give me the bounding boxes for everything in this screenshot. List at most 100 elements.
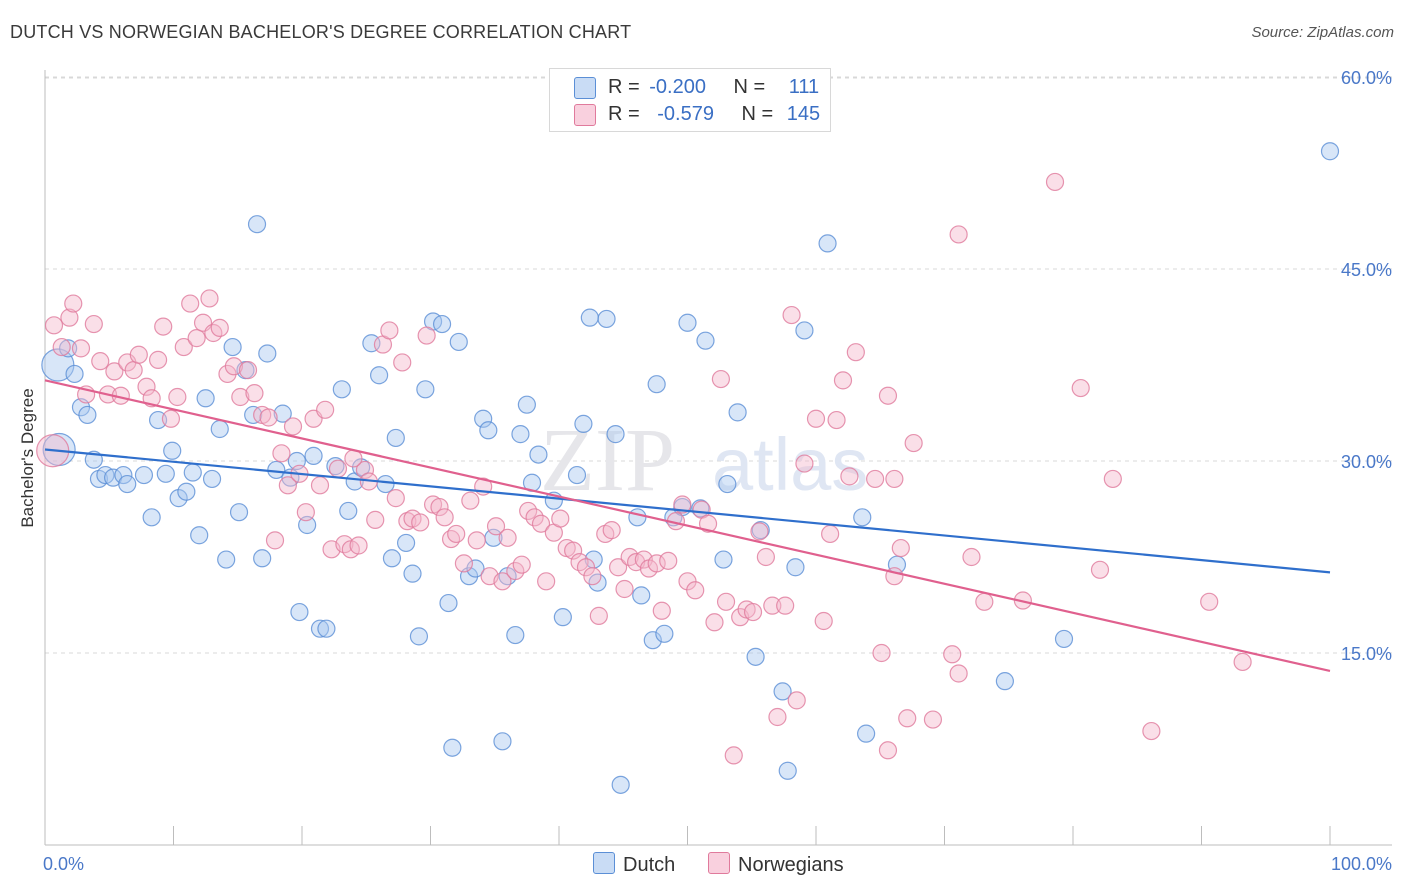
norwegian-point bbox=[498, 528, 517, 547]
norwegian-point bbox=[923, 710, 943, 729]
norwegian-point bbox=[441, 529, 461, 549]
dutch-point bbox=[332, 380, 351, 399]
dutch-point bbox=[995, 672, 1014, 691]
norw-n-label: N = bbox=[741, 103, 774, 125]
dutch-point bbox=[432, 314, 452, 334]
source-credit: Source: ZipAtlas.com bbox=[1251, 24, 1394, 41]
norwegian-point bbox=[265, 531, 285, 550]
norwegian-point bbox=[1142, 721, 1161, 741]
dutch-point bbox=[382, 549, 402, 568]
norwegian-point bbox=[576, 558, 596, 577]
dutch-point bbox=[696, 331, 715, 350]
norwegian-point bbox=[686, 581, 705, 600]
dutch-point bbox=[396, 533, 416, 553]
norwegian-point bbox=[245, 384, 264, 403]
norwegian-point bbox=[435, 508, 454, 527]
y-tick-label: 60.0% bbox=[1341, 68, 1392, 88]
norwegian-point bbox=[551, 509, 570, 528]
stats-legend: R = -0.200 N = 111 R = -0.579 N = 145 bbox=[549, 68, 831, 132]
dutch-point bbox=[416, 380, 435, 399]
dutch-point bbox=[655, 624, 674, 643]
dutch-point bbox=[317, 619, 336, 638]
dutch-point bbox=[574, 414, 593, 433]
norwegian-point bbox=[411, 513, 430, 532]
dutch-point bbox=[362, 334, 381, 353]
norwegian-point bbox=[602, 521, 621, 540]
dutch-point bbox=[247, 215, 267, 234]
norwegian-point bbox=[296, 503, 315, 522]
dutch-point bbox=[134, 465, 154, 485]
dutch-point bbox=[65, 364, 84, 384]
norwegian-point bbox=[349, 536, 368, 555]
dutch-point bbox=[714, 550, 733, 569]
dutch-point bbox=[59, 339, 78, 358]
norwegian-point bbox=[355, 460, 375, 480]
norwegian-point bbox=[272, 444, 291, 463]
dutch-n-value: 111 bbox=[788, 76, 820, 98]
dutch-point bbox=[326, 457, 345, 476]
dutch-point bbox=[567, 465, 587, 485]
norwegian-point bbox=[91, 352, 110, 371]
bottom-dutch-label: Dutch bbox=[623, 854, 676, 876]
norwegian-point bbox=[724, 746, 743, 765]
norwegian-point bbox=[224, 357, 243, 376]
norwegian-point bbox=[743, 602, 763, 622]
norwegian-point bbox=[647, 554, 666, 573]
dutch-point bbox=[142, 508, 161, 527]
y-axis-label: Bachelor's Degree bbox=[18, 388, 37, 528]
norwegian-point bbox=[366, 510, 385, 529]
bottom-legend-dutch: Dutch bbox=[593, 852, 675, 878]
legend-norwegian-text: R = -0.579 N = 145 bbox=[608, 103, 820, 126]
norwegian-point bbox=[583, 567, 602, 586]
norwegian-point bbox=[589, 606, 608, 625]
norwegian-point bbox=[461, 491, 480, 510]
norwegian-point bbox=[652, 601, 671, 620]
dutch-point bbox=[786, 558, 805, 577]
norwegian-point bbox=[328, 459, 348, 478]
bottom-norwegian-swatch bbox=[708, 852, 730, 874]
bottom-dutch-swatch bbox=[593, 852, 615, 874]
dutch-point bbox=[678, 313, 697, 332]
dutch-point bbox=[290, 602, 309, 622]
x-tick-label-max: 100.0% bbox=[1331, 854, 1392, 874]
dutch-point bbox=[118, 474, 137, 494]
dutch-point bbox=[529, 445, 548, 464]
norwegian-point bbox=[962, 547, 981, 567]
dutch-point bbox=[606, 425, 625, 444]
norwegian-point bbox=[878, 741, 898, 760]
dutch-point bbox=[746, 647, 765, 666]
dutch-point bbox=[778, 761, 797, 780]
norwegian-point bbox=[467, 531, 486, 550]
norwegian-point bbox=[1200, 592, 1219, 611]
x-tick-label-min: 0.0% bbox=[43, 854, 84, 874]
dutch-swatch bbox=[574, 77, 596, 99]
norwegian-point bbox=[904, 433, 923, 453]
dutch-point bbox=[647, 375, 666, 394]
dutch-point bbox=[210, 419, 229, 439]
norwegian-point bbox=[806, 409, 826, 428]
dutch-point bbox=[466, 559, 485, 578]
norwegian-point bbox=[564, 541, 583, 560]
dutch-point bbox=[376, 474, 395, 494]
norwegian-point bbox=[129, 345, 148, 364]
norwegian-point bbox=[137, 377, 156, 396]
norw-r-value: -0.579 bbox=[657, 103, 714, 125]
dutch-point bbox=[202, 469, 222, 489]
norwegian-point bbox=[943, 645, 962, 664]
norwegian-point bbox=[840, 467, 859, 486]
norwegian-point bbox=[278, 476, 297, 495]
norwegian-point bbox=[148, 350, 168, 369]
norwegian-point bbox=[44, 316, 64, 335]
norwegian-point bbox=[1045, 172, 1065, 192]
norwegian-point bbox=[821, 524, 840, 544]
dutch-point bbox=[253, 549, 272, 568]
norwegian-point bbox=[705, 613, 724, 632]
norwegian-point bbox=[872, 643, 891, 663]
dutch-point bbox=[114, 465, 133, 485]
dutch-point bbox=[611, 775, 630, 794]
norwegian-point bbox=[949, 664, 968, 683]
dutch-point bbox=[163, 441, 182, 460]
dutch-r-label: R = bbox=[608, 76, 640, 98]
watermark-atlas: atlas bbox=[712, 423, 868, 506]
